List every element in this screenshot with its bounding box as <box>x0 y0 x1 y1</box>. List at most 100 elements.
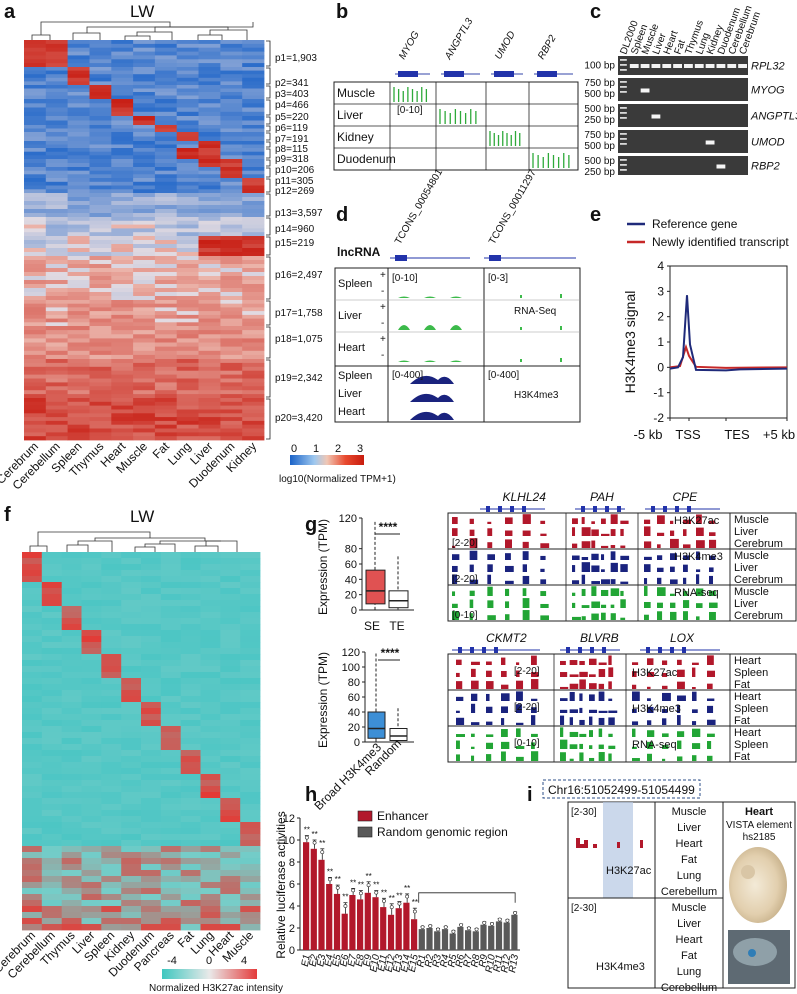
heatmap-f-cell <box>160 672 181 679</box>
heatmap-a-cell <box>154 205 178 210</box>
rna-peak <box>520 359 522 362</box>
heatmap-a-cell <box>45 378 68 383</box>
heatmap-f-cell <box>101 594 122 601</box>
chip-track-label: H3K4me3 <box>514 390 559 401</box>
heatmap-f-cell <box>160 714 181 721</box>
track-signal <box>505 530 513 536</box>
track-frame <box>567 801 796 989</box>
gene-exon <box>670 647 674 653</box>
track-signal <box>579 733 587 737</box>
heatmap-a-cell <box>133 322 156 327</box>
gene-exon <box>675 506 679 512</box>
heatmap-f-cell <box>141 774 162 781</box>
heatmap-a-cell <box>133 47 156 52</box>
heatmap-a-cell <box>89 236 112 241</box>
y-axis-label: Expression (TPM) <box>316 652 330 748</box>
heatmap-f-cell <box>240 750 261 757</box>
heatmap-a-cell <box>220 47 243 52</box>
track-signal <box>581 541 591 548</box>
heatmap-a-cell <box>24 424 47 429</box>
heatmap-a-cell <box>111 55 134 60</box>
heatmap-f-cell <box>200 612 221 619</box>
embryo-title: Heart <box>745 806 773 818</box>
track-signal <box>677 681 685 689</box>
heatmap-a-cell <box>45 359 68 364</box>
track-signal <box>456 717 465 725</box>
x-tick-label: E7 <box>346 953 359 967</box>
heatmap-a-cell <box>198 264 221 269</box>
heatmap-f-cell <box>240 894 261 901</box>
heatmap-a-cell <box>24 366 47 372</box>
data-point <box>482 920 487 925</box>
heatmap-a-cell <box>154 370 178 375</box>
heatmap-f-cell <box>220 810 241 817</box>
track-signal <box>505 614 510 620</box>
heatmap-f-cell <box>81 618 102 625</box>
heatmap-f-cell <box>61 678 82 685</box>
heatmap-f-cell <box>121 750 142 757</box>
heatmap-f-cell <box>141 870 162 877</box>
heatmap-a-cell <box>89 248 112 253</box>
heatmap-f-cell <box>22 756 43 763</box>
heatmap-a-cell <box>67 307 90 312</box>
heatmap-a-cell <box>198 81 221 86</box>
heatmap-a-cell <box>220 276 243 281</box>
heatmap-f-cell <box>180 702 201 709</box>
heatmap-f-cell <box>61 744 82 751</box>
heatmap-f-cell <box>101 678 122 685</box>
x-tick-label: E3 <box>315 953 328 967</box>
heatmap-f-cell <box>180 594 201 601</box>
cluster-label: p7=191 <box>275 134 309 145</box>
heatmap-f-cell <box>141 768 162 775</box>
track-signal <box>598 744 604 749</box>
heatmap-f-cell <box>41 912 62 919</box>
track-signal <box>610 529 616 536</box>
heatmap-a-cell <box>133 99 156 104</box>
heatmap-f-cell <box>180 840 201 847</box>
gene-name: ANGPTL3 <box>443 16 476 62</box>
y-axis-label: Relative luciferase activities <box>274 811 288 958</box>
heatmap-a-cell <box>24 70 47 75</box>
heatmap-a-cell <box>242 401 265 406</box>
embryo-subtitle: hs2185 <box>743 832 776 843</box>
heatmap-a-cell <box>154 264 178 269</box>
heatmap-a-cell <box>154 151 178 156</box>
heatmap-f-cell <box>81 552 102 559</box>
heatmap-f-cell <box>41 552 62 559</box>
gel-band <box>673 64 682 68</box>
heatmap-a-cell <box>24 296 47 301</box>
heatmap-a-cell <box>154 125 178 129</box>
track-signal <box>644 564 651 572</box>
heatmap-a-cell <box>154 359 178 364</box>
heatmap-f-cell <box>22 870 43 877</box>
track-range: [2-30] <box>571 903 597 914</box>
heatmap-a-cell <box>133 394 156 399</box>
gel-band <box>716 164 726 169</box>
heatmap-f-cell <box>101 606 122 613</box>
heatmap-a-cell <box>242 220 265 225</box>
heatmap-a-cell <box>198 51 221 56</box>
heatmap-a-cell <box>111 43 134 49</box>
series-newly-identified <box>669 343 788 369</box>
heatmap-a-cell <box>242 205 265 210</box>
cluster-bracket <box>266 40 271 67</box>
heatmap-f-cell <box>141 858 162 865</box>
heatmap-f-cell <box>121 816 142 823</box>
heatmap-a-cell <box>242 201 265 206</box>
heatmap-f-cell <box>200 780 221 787</box>
heatmap-f-cell <box>121 714 142 721</box>
heatmap-a-cell <box>133 362 156 368</box>
h3k27ac-heatmap-f <box>22 552 261 931</box>
heatmap-a-cell <box>24 330 47 335</box>
track-signal <box>598 691 605 701</box>
heatmap-a-cell <box>89 303 112 308</box>
heatmap-f-cell <box>220 834 241 841</box>
heatmap-a-cell <box>242 81 265 86</box>
heatmap-f-cell <box>61 708 82 715</box>
heatmap-a-cell <box>220 413 243 418</box>
heatmap-a-cell <box>67 252 90 257</box>
heatmap-f-cell <box>101 618 122 625</box>
significance-mark: ** <box>381 888 387 897</box>
